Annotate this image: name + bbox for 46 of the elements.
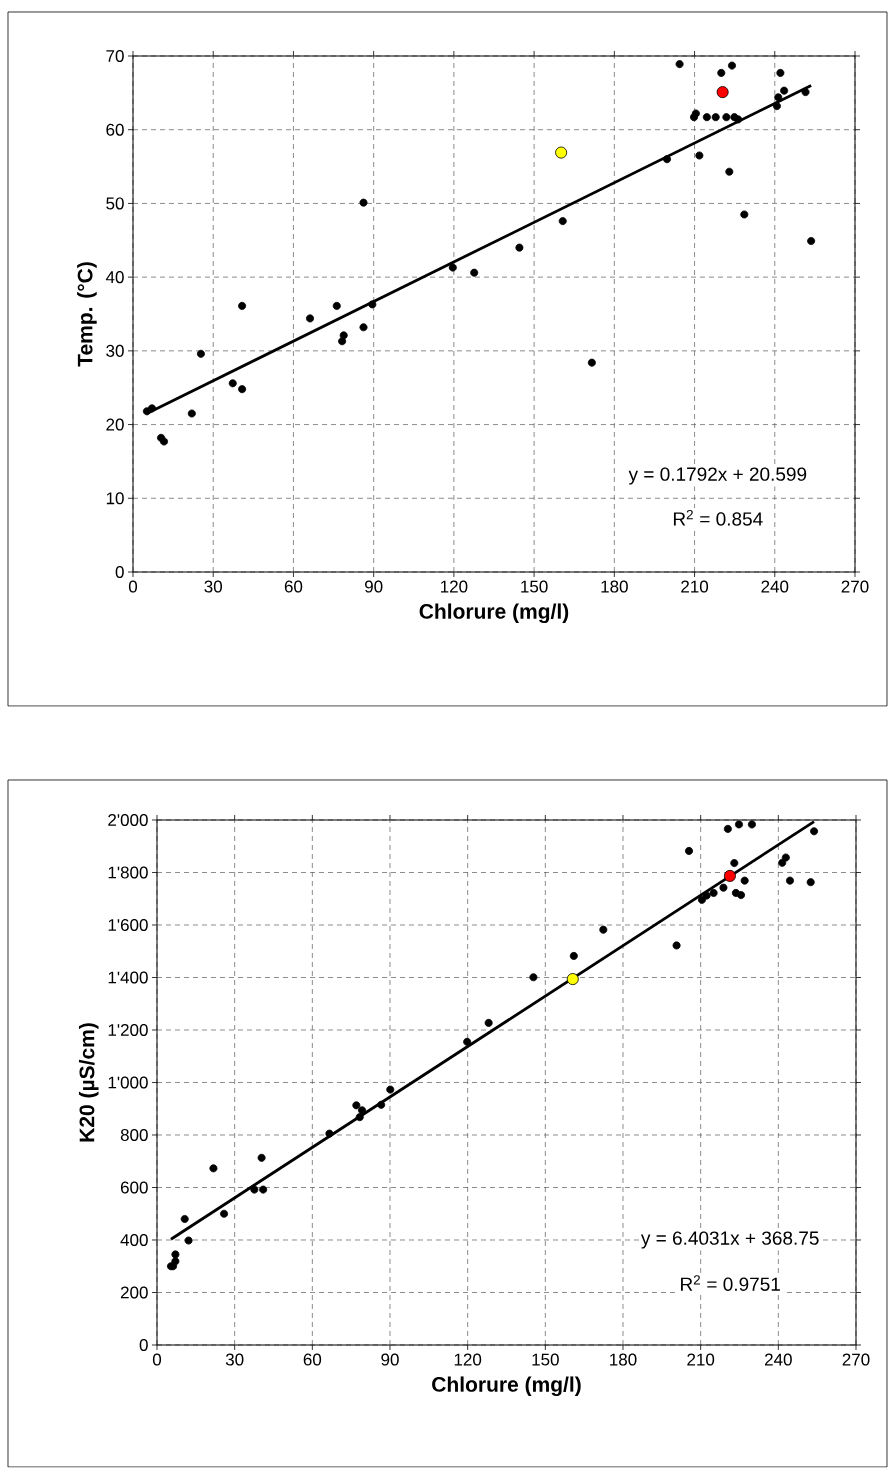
x-tick-label: 270 [841, 580, 869, 593]
y-tick-label: 20 [106, 418, 124, 431]
x-tick-label: 240 [765, 1353, 792, 1366]
x-tick-label: 90 [365, 580, 383, 593]
x-tick-label: 240 [761, 580, 789, 593]
y-tick-label: 10 [106, 492, 124, 505]
y-tick-label: 400 [120, 1233, 148, 1247]
y-tick-label: 1'200 [108, 1023, 148, 1037]
x-tick-label: 90 [381, 1353, 399, 1366]
x-axis-title: Chlorure (mg/l) [419, 603, 569, 624]
y-tick-label: 30 [106, 344, 124, 357]
y-tick-label: 40 [105, 271, 124, 284]
y-tick-label: 70 [106, 49, 124, 63]
y-tick-label: 600 [120, 1181, 148, 1194]
y-tick-label: 1'400 [108, 971, 148, 984]
y-tick-label: 0 [139, 1338, 148, 1352]
x-tick-label: 150 [521, 580, 548, 593]
x-tick-label: 60 [284, 580, 303, 593]
x-tick-label: 120 [454, 1353, 482, 1366]
x-tick-label: 180 [601, 580, 628, 593]
x-tick-label: 210 [687, 1353, 715, 1366]
x-tick-label: 180 [610, 1353, 637, 1366]
y-tick-label: 50 [106, 197, 124, 210]
x-tick-label: 60 [303, 1353, 322, 1366]
y-tick-label: 1'600 [108, 918, 148, 932]
x-tick-label: 0 [152, 1353, 162, 1366]
annotation: R$^{2}$ = 0.854 [673, 509, 763, 526]
y-tick-label: 1'800 [108, 866, 148, 879]
x-tick-label: 210 [681, 580, 709, 593]
y-tick-label: 2'000 [108, 813, 148, 827]
x-tick-label: 30 [225, 1353, 244, 1366]
annotation: y = 6.4031x + 368.75 [640, 1231, 819, 1249]
y-tick-label: 0 [115, 565, 124, 579]
y-axis-title: Temp. (°C) [77, 262, 97, 367]
x-tick-label: 30 [204, 580, 223, 593]
y-tick-label: 60 [106, 123, 124, 136]
annotation: y = 0.1792x + 20.599 [628, 467, 807, 485]
y-tick-label: 200 [120, 1286, 148, 1299]
annotation: R$^{2}$ = 0.9751 [681, 1275, 780, 1291]
x-tick-label: 120 [441, 580, 468, 593]
x-tick-label: 150 [532, 1353, 559, 1366]
y-axis-title: K20 (µS/cm) [78, 1023, 99, 1142]
y-tick-label: 800 [120, 1128, 148, 1142]
y-tick-label: 1'000 [108, 1076, 148, 1089]
x-tick-label: 270 [842, 1353, 870, 1366]
x-axis-title: Chlorure (mg/l) [432, 1376, 581, 1397]
